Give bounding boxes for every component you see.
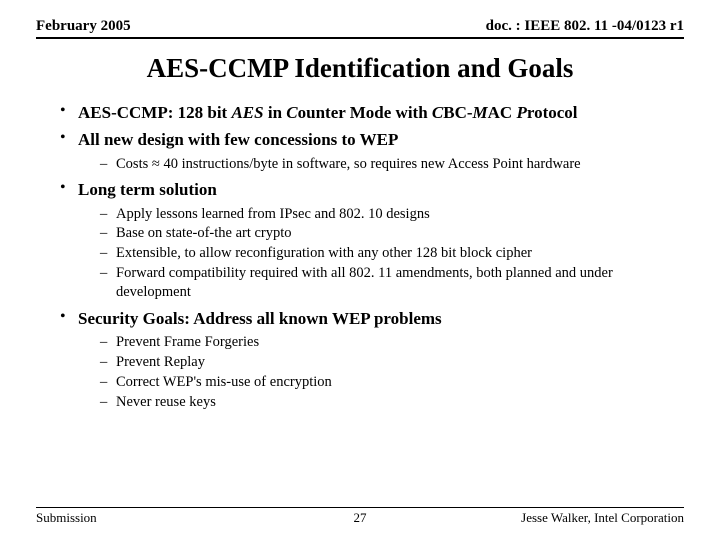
sub-list: Prevent Frame ForgeriesPrevent ReplayCor…: [78, 333, 684, 411]
bullet-text: Long term solution: [78, 179, 684, 200]
sub-list: Costs ≈ 40 instructions/byte in software…: [78, 155, 684, 174]
sub-item: Prevent Replay: [100, 353, 684, 372]
sub-list: Apply lessons learned from IPsec and 802…: [78, 205, 684, 302]
bullet-text: Security Goals: Address all known WEP pr…: [78, 308, 684, 329]
sub-item: Correct WEP's mis-use of encryption: [100, 373, 684, 392]
bullet-item: AES-CCMP: 128 bit AES in Counter Mode wi…: [60, 102, 684, 123]
header-right: doc. : IEEE 802. 11 -04/0123 r1: [486, 18, 684, 35]
bullet-item: All new design with few concessions to W…: [60, 129, 684, 173]
bullet-item: Long term solution Apply lessons learned …: [60, 179, 684, 301]
page-footer: 27 Submission Jesse Walker, Intel Corpor…: [36, 507, 684, 526]
sub-item: Costs ≈ 40 instructions/byte in software…: [100, 155, 684, 174]
sub-item: Apply lessons learned from IPsec and 802…: [100, 205, 684, 224]
sub-item: Base on state-of-the art crypto: [100, 224, 684, 243]
footer-page-number: 27: [36, 510, 684, 526]
bullet-list: AES-CCMP: 128 bit AES in Counter Mode wi…: [36, 102, 684, 411]
bullet-text: AES-CCMP: 128 bit AES in Counter Mode wi…: [78, 102, 684, 123]
bullet-item: Security Goals: Address all known WEP pr…: [60, 308, 684, 412]
sub-item: Prevent Frame Forgeries: [100, 333, 684, 352]
sub-item: Extensible, to allow reconfiguration wit…: [100, 244, 684, 263]
page-title: AES-CCMP Identification and Goals: [36, 53, 684, 84]
header-left: February 2005: [36, 18, 131, 35]
page-header: February 2005 doc. : IEEE 802. 11 -04/01…: [36, 18, 684, 39]
bullet-text: All new design with few concessions to W…: [78, 129, 684, 150]
sub-item: Forward compatibility required with all …: [100, 264, 684, 302]
sub-item: Never reuse keys: [100, 393, 684, 412]
